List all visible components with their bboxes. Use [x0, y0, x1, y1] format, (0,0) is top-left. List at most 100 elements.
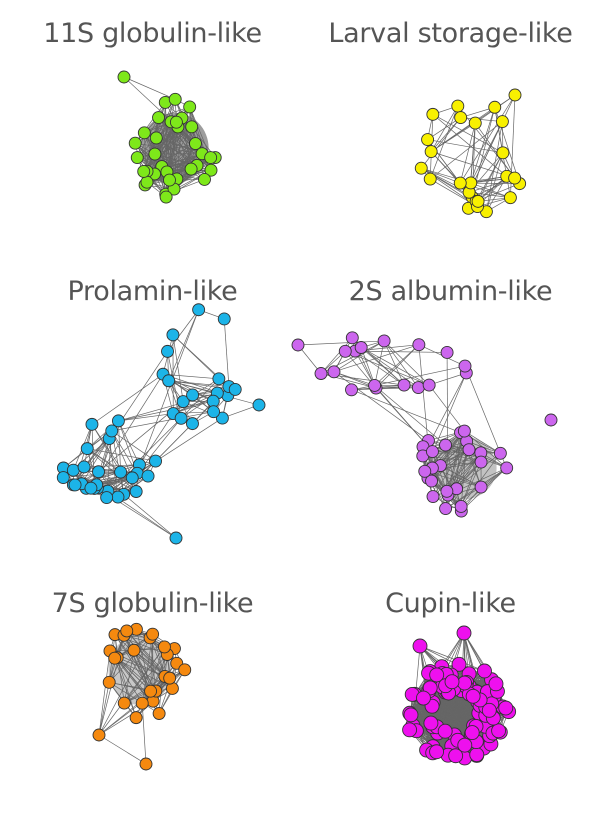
node: [425, 146, 437, 158]
node: [369, 379, 381, 391]
node: [103, 676, 115, 688]
node: [426, 446, 438, 458]
network-graph: [0, 0, 305, 270]
node: [423, 379, 435, 391]
node: [164, 672, 176, 684]
node: [419, 465, 431, 477]
node: [67, 464, 79, 476]
edge: [142, 703, 146, 764]
node: [69, 479, 81, 491]
node: [162, 345, 174, 357]
node: [475, 481, 487, 493]
network-graph: [298, 570, 603, 840]
node: [458, 738, 472, 752]
node: [145, 685, 157, 697]
network-graph: [0, 570, 305, 840]
node: [458, 676, 472, 690]
node: [81, 443, 93, 455]
node: [128, 644, 140, 656]
node: [315, 368, 327, 380]
node: [175, 412, 187, 424]
panel-prolamin-like: Prolamin-like: [0, 258, 305, 528]
panel-7s-globulin-like: 7S globulin-like: [0, 570, 305, 840]
edge: [224, 319, 229, 387]
node: [93, 729, 105, 741]
node: [136, 697, 148, 709]
node: [112, 491, 124, 503]
panel-11s-globulin-like: 11S globulin-like: [0, 0, 305, 270]
node: [141, 176, 153, 188]
node: [475, 456, 487, 468]
node: [198, 173, 210, 185]
edge: [375, 385, 446, 445]
node: [186, 121, 198, 133]
node: [187, 389, 199, 401]
node: [492, 724, 506, 738]
node: [466, 689, 480, 703]
node: [129, 137, 141, 149]
node: [138, 165, 150, 177]
panel-2s-albumin-like: 2S albumin-like: [298, 258, 603, 528]
node: [85, 482, 97, 494]
node: [441, 485, 453, 497]
node: [150, 132, 162, 144]
node: [470, 748, 484, 762]
node: [415, 162, 427, 174]
edge: [99, 682, 109, 735]
node: [455, 500, 467, 512]
node: [412, 382, 424, 394]
node: [131, 152, 143, 164]
node: [440, 503, 452, 515]
node: [454, 177, 466, 189]
node: [118, 71, 130, 83]
node: [149, 148, 161, 160]
node: [150, 455, 162, 467]
node: [465, 726, 479, 740]
edge: [429, 385, 464, 431]
node: [438, 724, 452, 738]
node: [186, 418, 198, 430]
node: [499, 701, 513, 715]
network-graph: [298, 0, 603, 270]
node: [430, 745, 444, 759]
node: [169, 93, 181, 105]
node: [138, 127, 150, 139]
node: [218, 313, 230, 325]
edge: [375, 341, 385, 386]
node: [445, 675, 459, 689]
edge: [433, 114, 503, 152]
node: [489, 101, 501, 113]
node: [413, 339, 425, 351]
node: [346, 384, 358, 396]
node: [509, 89, 521, 101]
node: [78, 461, 90, 473]
node: [193, 304, 205, 316]
node: [163, 375, 175, 387]
node: [163, 174, 175, 186]
node: [509, 172, 521, 184]
node: [427, 108, 439, 120]
panel-cupin-like: Cupin-like: [298, 570, 603, 840]
node: [292, 339, 304, 351]
edge: [118, 401, 213, 421]
node: [167, 329, 179, 341]
node: [205, 152, 217, 164]
edge: [99, 735, 146, 764]
node: [427, 491, 439, 503]
node: [184, 101, 196, 113]
node: [489, 677, 503, 691]
node: [121, 625, 133, 637]
panel-larval-storage-like: Larval storage-like: [298, 0, 603, 270]
node: [153, 112, 165, 124]
node: [455, 112, 467, 124]
node: [463, 444, 475, 456]
node: [147, 628, 159, 640]
node: [501, 462, 513, 474]
node: [229, 383, 241, 395]
node: [472, 195, 484, 207]
node: [457, 626, 471, 640]
node: [452, 100, 464, 112]
node: [424, 173, 436, 185]
node: [86, 418, 98, 430]
node: [208, 406, 220, 418]
